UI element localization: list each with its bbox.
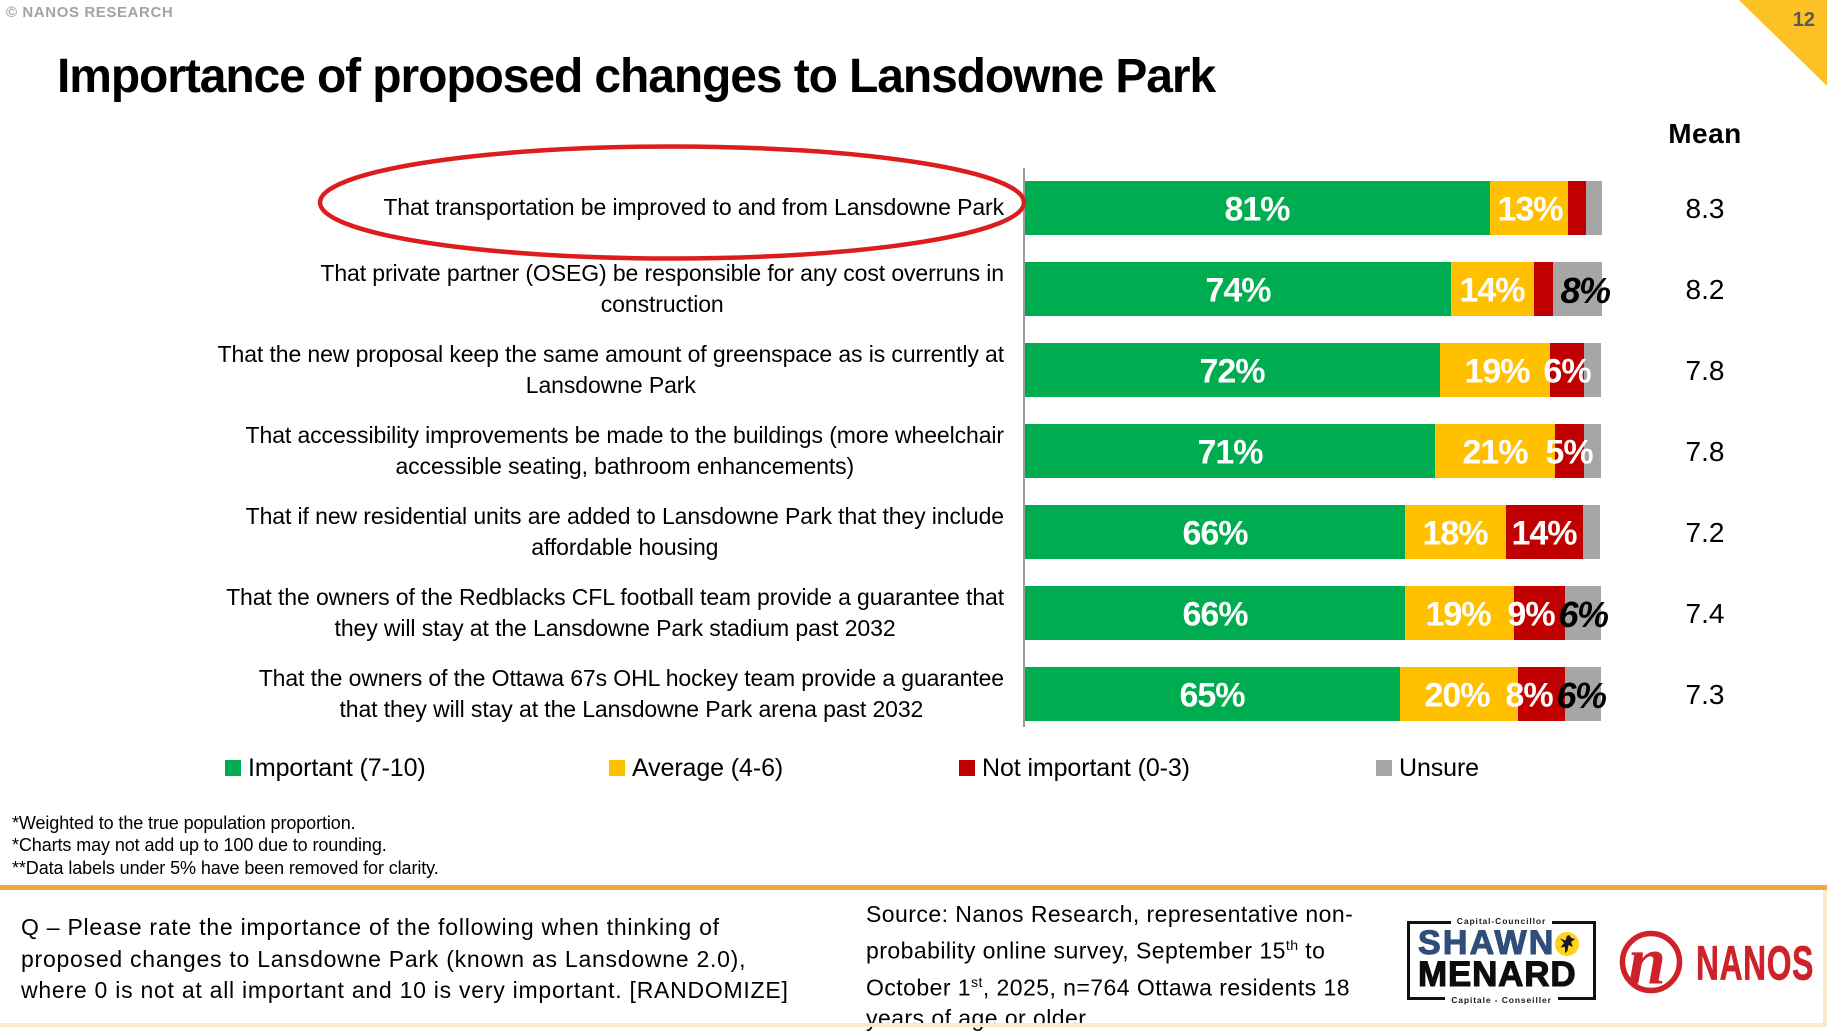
svg-text:n: n bbox=[1628, 928, 1666, 999]
svg-text:NANOS: NANOS bbox=[1696, 936, 1814, 990]
